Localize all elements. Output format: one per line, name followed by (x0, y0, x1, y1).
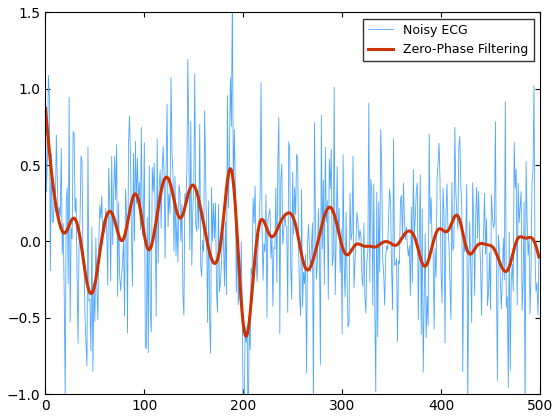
Zero-Phase Filtering (337, 236, 343, 241)
Zero-Phase Filtering (535, 255, 542, 260)
Zero-Phase Filtering (447, 223, 454, 228)
Noisy ECG (449, 180, 455, 185)
Zero-Phase Filtering (42, 106, 49, 111)
Noisy ECG (338, 226, 344, 231)
Line: Zero-Phase Filtering: Zero-Phase Filtering (45, 108, 539, 336)
Zero-Phase Filtering (281, 214, 287, 219)
Noisy ECG (229, 0, 236, 1)
Line: Noisy ECG: Noisy ECG (45, 0, 539, 420)
Zero-Phase Filtering (310, 256, 317, 261)
Legend: Noisy ECG, Zero-Phase Filtering: Noisy ECG, Zero-Phase Filtering (363, 19, 534, 61)
Noisy ECG (282, 212, 288, 217)
Noisy ECG (526, 236, 533, 241)
Noisy ECG (535, 255, 542, 260)
Zero-Phase Filtering (243, 334, 250, 339)
Noisy ECG (311, 120, 318, 125)
Noisy ECG (278, 162, 285, 167)
Noisy ECG (42, 109, 49, 114)
Zero-Phase Filtering (277, 219, 284, 224)
Zero-Phase Filtering (525, 235, 531, 240)
